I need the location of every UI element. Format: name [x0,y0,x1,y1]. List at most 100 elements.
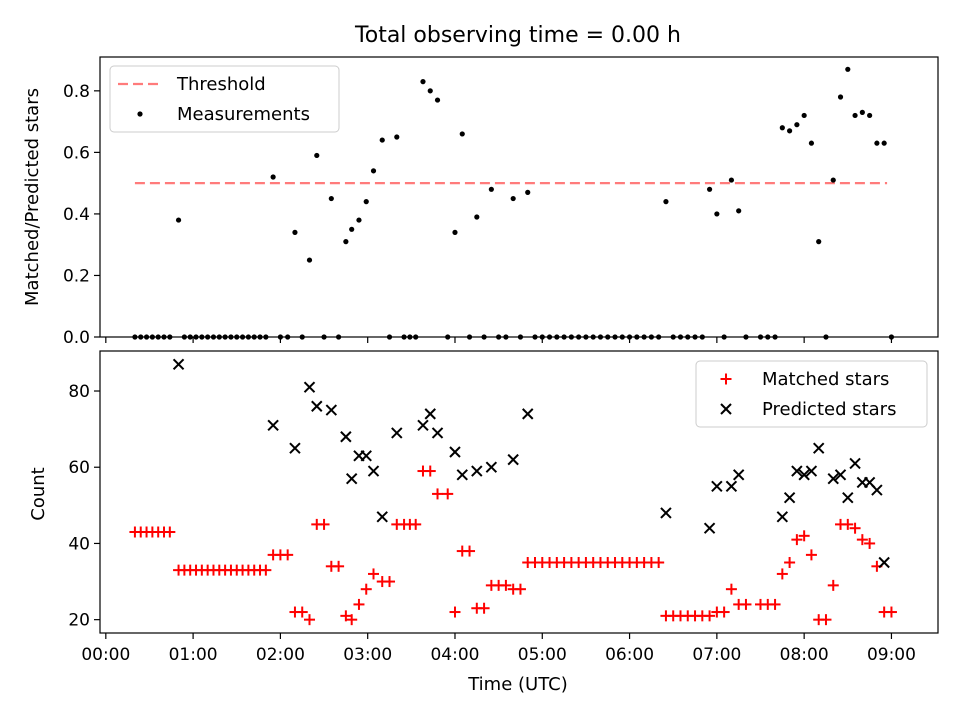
predicted-star-point [431,427,444,439]
predicted-star-point [703,522,716,534]
matched-star-point [449,606,461,618]
measurement-point [363,199,369,205]
predicted-star-point [449,446,461,458]
x-tick-label: 09:00 [867,645,916,665]
top-y-axis-ticks: 0.0 0.2 0.4 0.6 0.8 [63,82,100,348]
measurement-point [525,189,531,195]
predicted-star-point [507,453,519,466]
measurement-point [816,239,822,245]
matched-star-point [424,465,436,477]
matched-star-point [653,557,665,568]
matched-star-point [442,488,454,500]
measurement-point [874,140,880,146]
measurement-point [427,88,433,94]
predicted-star-point [842,492,854,504]
matched-star-point [260,564,272,576]
predicted-star-point [725,480,738,492]
measurement-point [830,177,836,183]
predicted-star-point [812,442,825,454]
legend-matched-label: Matched stars [762,369,889,390]
bottom-legend: Matched stars Predicted stars [695,360,928,428]
x-tick-label: 00:00 [81,645,130,665]
matched-star-point [304,614,315,626]
top-y-tick-label: 0.6 [63,143,90,163]
matched-star-point [740,598,752,610]
x-axis-label: Time (UTC) [467,674,568,695]
measurement-point [420,79,426,85]
predicted-star-point [360,450,372,462]
matched-star-point [784,557,796,568]
matched-star-point [769,598,781,610]
predicted-star-point [732,469,745,481]
x-tick-label: 04:00 [430,645,479,665]
matched-star-point [340,610,352,622]
bottom-legend-box [695,360,928,428]
measurement-point [736,208,742,214]
bottom-y-axis-ticks: 20 40 60 80 [68,382,100,631]
measurement-point [852,112,858,119]
predicted-star-point [871,484,883,496]
predicted-star-point [485,461,498,473]
measurement-point [270,174,276,180]
matched-star-point [346,614,358,626]
top-panel: 0.00.20.40.60.8 Matched/Predicted stars … [22,56,939,348]
predicted-star-point [289,442,301,454]
predicted-star-point [776,511,789,523]
predicted-star-point [417,419,429,432]
bottom-y-tick-label: 20 [68,611,90,631]
legend-predicted-swatch [720,403,732,415]
measurement-point [714,211,720,217]
predicted-star-point [391,427,403,439]
matched-star-point [353,598,365,610]
predicted-star-point [805,465,818,477]
measurement-point [379,137,385,143]
predicted-star-point [267,419,279,432]
measurement-points [132,66,895,340]
predicted-star-point [424,408,436,420]
predicted-star-point [367,465,380,477]
top-y-tick-label: 0.2 [63,266,90,286]
measurement-point [356,217,362,223]
top-y-tick-label: 0.8 [63,82,90,102]
legend-measurements-swatch [137,111,143,117]
top-y-axis-label: Matched/Predicted stars [22,88,43,306]
predicted-star-point [878,556,890,569]
matched-star-point [514,583,526,595]
matched-star-point [856,534,868,546]
matched-star-point [432,488,444,500]
bottom-plot-frame [99,350,939,634]
predicted-star-point [834,469,847,481]
measurement-point [370,168,377,174]
measurement-point [845,66,851,72]
x-tick-label: 08:00 [780,645,829,665]
measurement-point [837,94,844,100]
matched-star-point [500,579,512,591]
matched-star-point [318,518,330,530]
matched-star-point [718,606,730,618]
matched-star-point [805,549,817,561]
bottom-y-tick-label: 40 [68,534,90,554]
matched-star-point [333,560,345,572]
predicted-star-point [791,465,803,477]
top-y-tick-label: 0.0 [63,328,90,348]
bottom-x-axis-ticks: 00:00 01:00 02:00 03:00 04:00 05:00 06:00 07:00… [81,633,916,665]
matched-star-point [827,579,839,591]
x-tick-label: 07:00 [692,645,741,665]
measurement-point [343,239,349,245]
measurement-point [292,229,298,235]
predicted-star-point [340,431,352,443]
measurement-point [706,186,713,192]
top-legend-box [109,65,340,133]
matched-star-point [296,606,308,618]
predicted-star-point [660,507,672,519]
predicted-star-point [522,408,534,420]
matched-star-point [704,610,716,622]
matched-star-point [464,545,476,557]
matched-star-point [282,549,294,561]
measurement-point [867,112,873,119]
predicted-star-point [376,511,388,523]
matched-star-point [791,534,803,546]
x-tick-label: 01:00 [169,645,218,665]
